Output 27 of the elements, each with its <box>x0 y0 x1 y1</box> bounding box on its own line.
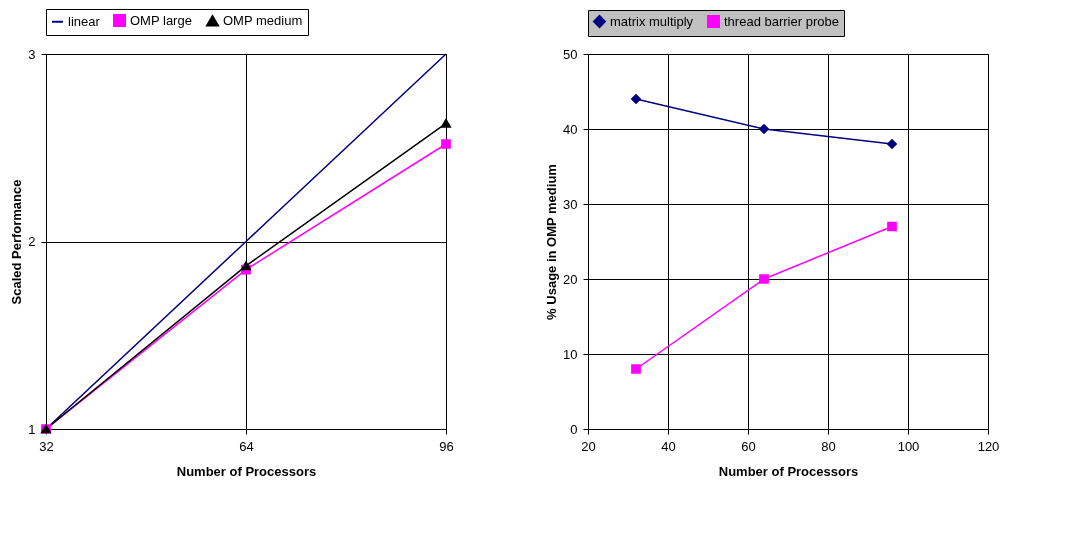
x-tick-label: 60 <box>741 438 756 454</box>
x-tick-label: 80 <box>821 438 836 454</box>
y-tick-label: 1 <box>28 421 36 437</box>
legend-label: linear <box>68 13 101 29</box>
x-axis-title: Number of Processors <box>718 463 859 479</box>
y-axis-title: Scaled Performance <box>9 179 25 305</box>
x-tick-label: 100 <box>897 438 920 454</box>
y-tick-label: 50 <box>563 46 578 62</box>
x-axis-title: Number of Processors <box>176 463 317 479</box>
legend-label: OMP medium <box>223 12 303 28</box>
x-tick-label: 20 <box>581 438 596 454</box>
y-tick-label: 40 <box>563 121 578 137</box>
y-tick-label: 30 <box>563 196 578 212</box>
x-tick-label: 64 <box>239 438 254 454</box>
y-tick-label: 3 <box>28 46 36 62</box>
y-axis-title: % Usage in OMP medium <box>544 164 560 320</box>
y-tick-label: 20 <box>563 271 578 287</box>
x-tick-label: 40 <box>661 438 676 454</box>
y-tick-label: 0 <box>570 421 578 437</box>
legend-label: thread barrier probe <box>724 13 839 29</box>
legend-label: OMP large <box>130 12 192 28</box>
x-tick-label: 120 <box>977 438 1000 454</box>
legend-label: matrix multiply <box>610 13 694 29</box>
y-tick-label: 2 <box>28 234 36 249</box>
x-tick-label: 96 <box>439 438 454 454</box>
x-tick-label: 32 <box>39 438 54 454</box>
y-tick-label: 10 <box>563 346 578 362</box>
